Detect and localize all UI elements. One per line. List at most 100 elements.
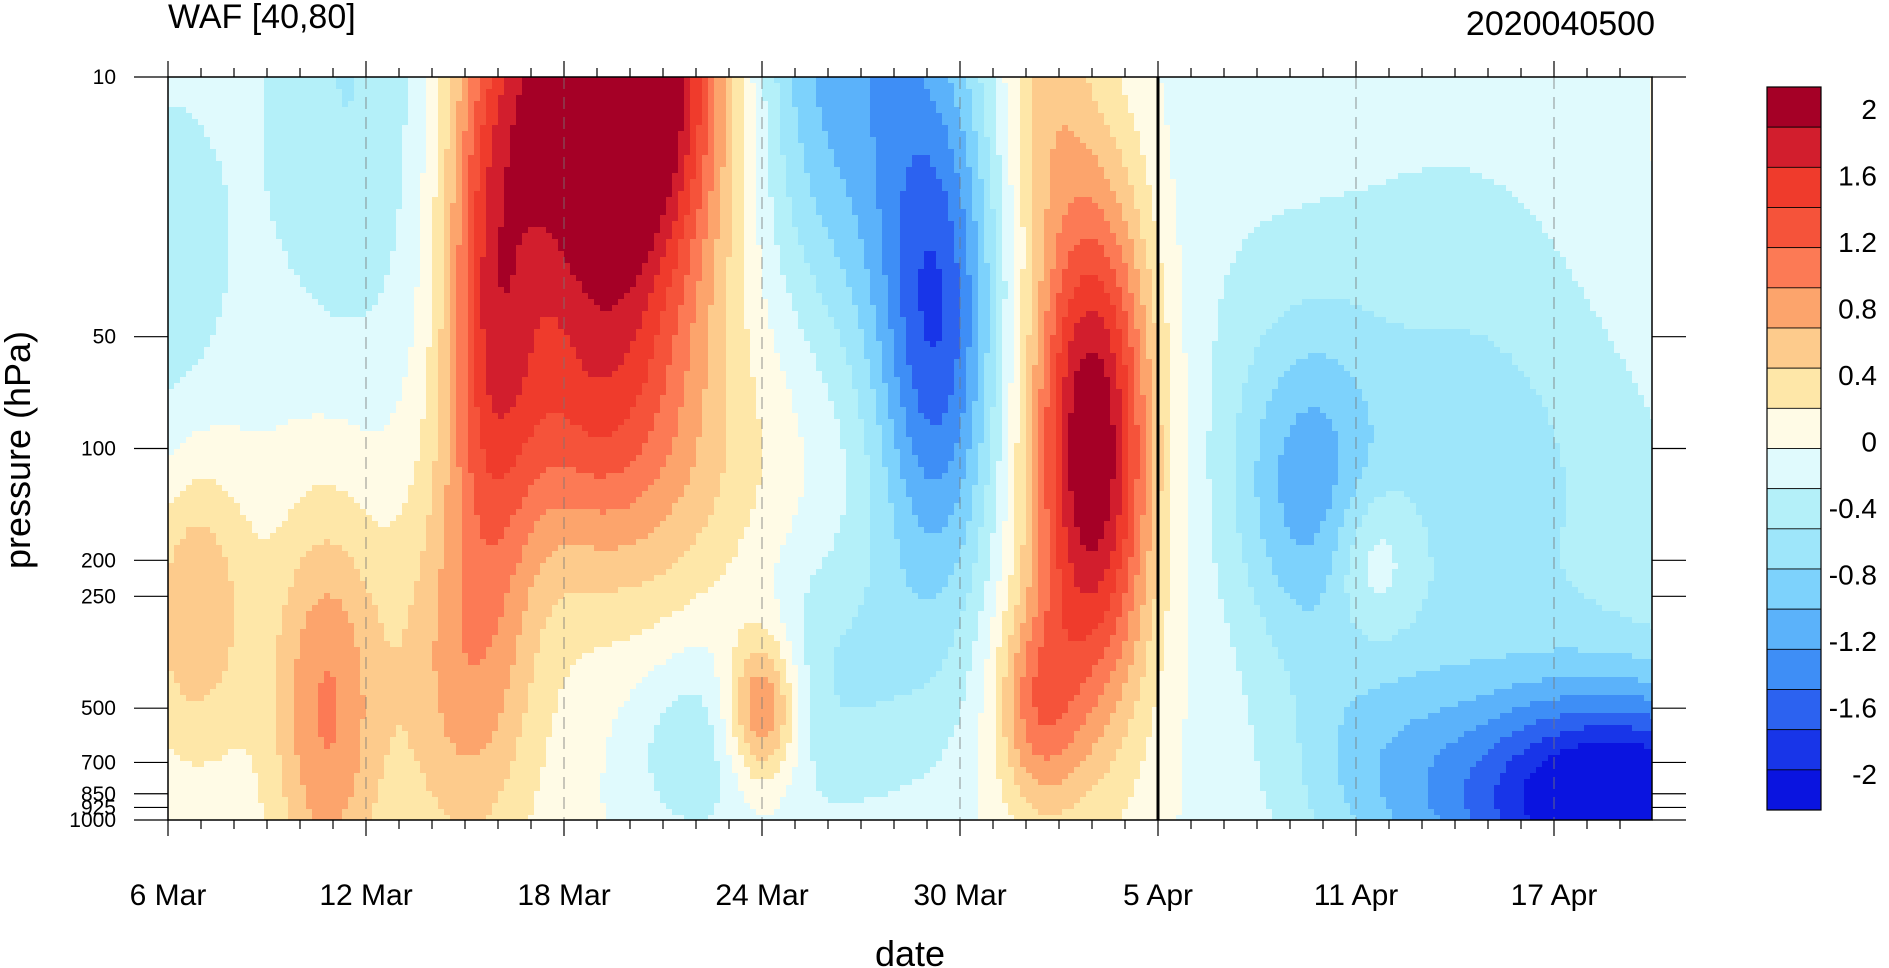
field-cell bbox=[258, 305, 265, 312]
field-cell bbox=[180, 509, 187, 516]
field-cell bbox=[324, 227, 331, 234]
field-cell bbox=[216, 155, 223, 162]
field-cell bbox=[378, 95, 385, 102]
field-cell bbox=[198, 809, 205, 816]
field-cell bbox=[348, 659, 355, 666]
field-cell bbox=[312, 647, 319, 654]
field-cell bbox=[228, 761, 235, 768]
field-cell bbox=[192, 305, 199, 312]
field-cell bbox=[252, 311, 259, 318]
field-cell bbox=[378, 173, 385, 180]
field-cell bbox=[318, 125, 325, 132]
field-cell bbox=[384, 263, 391, 270]
field-cell bbox=[360, 377, 367, 384]
field-cell bbox=[330, 797, 337, 804]
field-cell bbox=[228, 179, 235, 186]
field-cell bbox=[216, 479, 223, 486]
field-cell bbox=[168, 509, 175, 516]
field-cell bbox=[252, 605, 259, 612]
field-cell bbox=[204, 227, 211, 234]
field-cell bbox=[252, 395, 259, 402]
field-cell bbox=[342, 179, 349, 186]
field-cell bbox=[168, 407, 175, 414]
field-cell bbox=[276, 113, 283, 120]
field-cell bbox=[234, 365, 241, 372]
field-cell bbox=[228, 707, 235, 714]
field-cell bbox=[186, 521, 193, 528]
field-cell bbox=[204, 749, 211, 756]
field-cell bbox=[300, 527, 307, 534]
field-cell bbox=[198, 449, 205, 456]
field-cell bbox=[180, 677, 187, 684]
field-cell bbox=[168, 215, 175, 222]
field-cell bbox=[276, 191, 283, 198]
field-cell bbox=[288, 323, 295, 330]
field-cell bbox=[198, 251, 205, 258]
field-cell bbox=[378, 809, 385, 816]
field-cell bbox=[204, 479, 211, 486]
field-cell bbox=[270, 551, 277, 558]
field-cell bbox=[384, 83, 391, 90]
field-cell bbox=[258, 389, 265, 396]
field-cell bbox=[306, 431, 313, 438]
field-cell bbox=[246, 599, 253, 606]
field-cell bbox=[348, 119, 355, 126]
field-cell bbox=[342, 575, 349, 582]
field-cell bbox=[360, 425, 367, 432]
field-cell bbox=[348, 563, 355, 570]
field-cell bbox=[342, 521, 349, 528]
field-cell bbox=[210, 767, 217, 774]
field-cell bbox=[324, 83, 331, 90]
field-cell bbox=[168, 95, 175, 102]
field-cell bbox=[342, 695, 349, 702]
field-cell bbox=[168, 707, 175, 714]
field-cell bbox=[240, 485, 247, 492]
field-cell bbox=[204, 179, 211, 186]
field-cell bbox=[306, 761, 313, 768]
field-cell bbox=[294, 203, 301, 210]
field-cell bbox=[312, 803, 319, 810]
field-cell bbox=[366, 431, 373, 438]
field-cell bbox=[168, 497, 175, 504]
field-cell bbox=[276, 593, 283, 600]
field-cell bbox=[246, 503, 253, 510]
field-cell bbox=[204, 809, 211, 816]
field-cell bbox=[228, 311, 235, 318]
field-cell bbox=[264, 611, 271, 618]
field-cell bbox=[288, 263, 295, 270]
field-cell bbox=[294, 593, 301, 600]
field-cell bbox=[228, 419, 235, 426]
field-cell bbox=[186, 473, 193, 480]
field-cell bbox=[204, 95, 211, 102]
field-cell bbox=[354, 503, 361, 510]
field-cell bbox=[216, 557, 223, 564]
field-cell bbox=[324, 221, 331, 228]
field-cell bbox=[294, 491, 301, 498]
field-cell bbox=[234, 521, 241, 528]
field-cell bbox=[336, 719, 343, 726]
field-cell bbox=[228, 659, 235, 666]
field-cell bbox=[234, 641, 241, 648]
field-cell bbox=[210, 167, 217, 174]
field-cell bbox=[252, 359, 259, 366]
field-cell bbox=[234, 707, 241, 714]
field-cell bbox=[300, 545, 307, 552]
field-cell bbox=[324, 407, 331, 414]
field-cell bbox=[252, 443, 259, 450]
field-cell bbox=[300, 377, 307, 384]
field-cell bbox=[312, 299, 319, 306]
field-cell bbox=[294, 803, 301, 810]
field-cell bbox=[366, 347, 373, 354]
field-cell bbox=[180, 401, 187, 408]
field-cell bbox=[384, 617, 391, 624]
field-cell bbox=[312, 509, 319, 516]
field-cell bbox=[174, 287, 181, 294]
field-cell bbox=[288, 167, 295, 174]
field-cell bbox=[228, 677, 235, 684]
field-cell bbox=[354, 647, 361, 654]
field-cell bbox=[342, 461, 349, 468]
field-cell bbox=[300, 755, 307, 762]
field-cell bbox=[384, 479, 391, 486]
field-cell bbox=[192, 431, 199, 438]
field-cell bbox=[168, 89, 175, 96]
